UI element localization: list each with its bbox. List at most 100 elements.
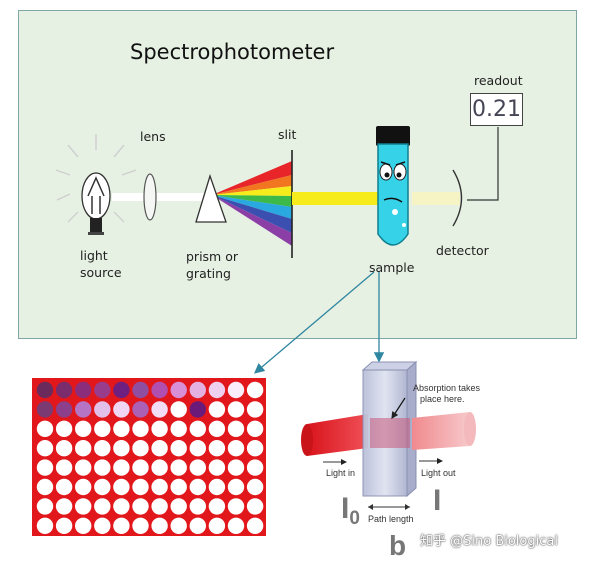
readout-display: 0.21 [470, 93, 523, 126]
plate-well [132, 401, 149, 418]
detector-label: detector [436, 243, 489, 258]
plate-well [94, 478, 111, 496]
microplate [32, 378, 266, 536]
b-symbol: b [389, 530, 407, 561]
plate-well [208, 440, 226, 457]
cuvette-illustration [301, 360, 476, 510]
plate-well [227, 401, 245, 418]
plate-well [151, 478, 168, 496]
plate-well [36, 459, 54, 476]
plate-well [170, 478, 187, 496]
plate-well [208, 420, 226, 437]
plate-well [227, 478, 245, 496]
plate-well [170, 420, 187, 437]
plate-well [246, 517, 264, 534]
plate-well [113, 420, 130, 437]
plate-well [132, 498, 149, 515]
plate-well [94, 401, 111, 418]
light-in-label: Light in [326, 468, 356, 478]
plate-well [75, 420, 92, 437]
plate-well [132, 381, 149, 399]
plate-well [94, 498, 111, 515]
plate-well [75, 478, 92, 496]
plate-well [227, 381, 245, 399]
readout-label: readout [474, 73, 523, 88]
absorption-label-2: place here. [420, 394, 465, 404]
plate-well [36, 420, 54, 437]
plate-well [170, 381, 187, 399]
plate-well [227, 517, 245, 534]
plate-well [227, 459, 245, 476]
plate-well [246, 478, 264, 496]
transmitted-beam [412, 192, 460, 205]
lens-label: lens [140, 129, 166, 144]
plate-well [189, 517, 206, 534]
plate-well [113, 517, 130, 534]
plate-well [113, 498, 130, 515]
plate-well [132, 459, 149, 476]
plate-well [170, 459, 187, 476]
detector-icon [452, 169, 463, 227]
light-out-label: Light out [421, 468, 456, 478]
i-symbol: I [433, 484, 442, 517]
plate-well [189, 420, 206, 437]
plate-well [227, 420, 245, 437]
plate-well [151, 517, 168, 534]
lens-icon [143, 173, 157, 221]
light-source-label-2: source [80, 265, 122, 280]
plate-well [246, 401, 264, 418]
plate-well [132, 478, 149, 496]
plate-well [55, 401, 73, 418]
path-length-label: Path length [368, 514, 414, 524]
plate-well [246, 381, 264, 399]
plate-well [151, 381, 168, 399]
plate-well [113, 401, 130, 418]
plate-well [208, 381, 226, 399]
plate-well [55, 478, 73, 496]
plate-well [132, 420, 149, 437]
plate-well [55, 440, 73, 457]
plate-well [246, 498, 264, 515]
prism-icon [195, 173, 227, 223]
plate-well [170, 440, 187, 457]
plate-well [36, 498, 54, 515]
plate-well [246, 459, 264, 476]
plate-well [75, 440, 92, 457]
plate-well [208, 459, 226, 476]
plate-well [151, 401, 168, 418]
plate-well [151, 420, 168, 437]
plate-well [36, 401, 54, 418]
plate-well [113, 459, 130, 476]
plate-well [151, 498, 168, 515]
plate-well [55, 498, 73, 515]
plate-well [75, 498, 92, 515]
plate-well [113, 440, 130, 457]
yellow-beam [292, 192, 378, 205]
plate-well [55, 517, 73, 534]
plate-well [189, 498, 206, 515]
plate-well [94, 440, 111, 457]
light-source-icon [55, 134, 137, 235]
plate-well [94, 517, 111, 534]
plate-well [189, 478, 206, 496]
plate-well [208, 401, 226, 418]
plate-well [170, 517, 187, 534]
plate-well [55, 459, 73, 476]
plate-well [75, 459, 92, 476]
plate-well [208, 478, 226, 496]
i0-symbol: I0 [341, 492, 360, 529]
plate-well [170, 401, 187, 418]
prism-label-1: prism or [186, 249, 238, 264]
plate-well [132, 440, 149, 457]
sample-tube-icon [376, 126, 410, 246]
white-beam [112, 193, 207, 201]
slit-label: slit [278, 127, 297, 142]
prism-label-2: grating [186, 266, 231, 281]
plate-well [170, 498, 187, 515]
plate-well [132, 517, 149, 534]
plate-well [94, 459, 111, 476]
plate-well [189, 401, 206, 418]
plate-well [227, 440, 245, 457]
diagram-title: Spectrophotometer [130, 40, 335, 64]
absorption-label-1: Absorption takes [413, 383, 481, 393]
